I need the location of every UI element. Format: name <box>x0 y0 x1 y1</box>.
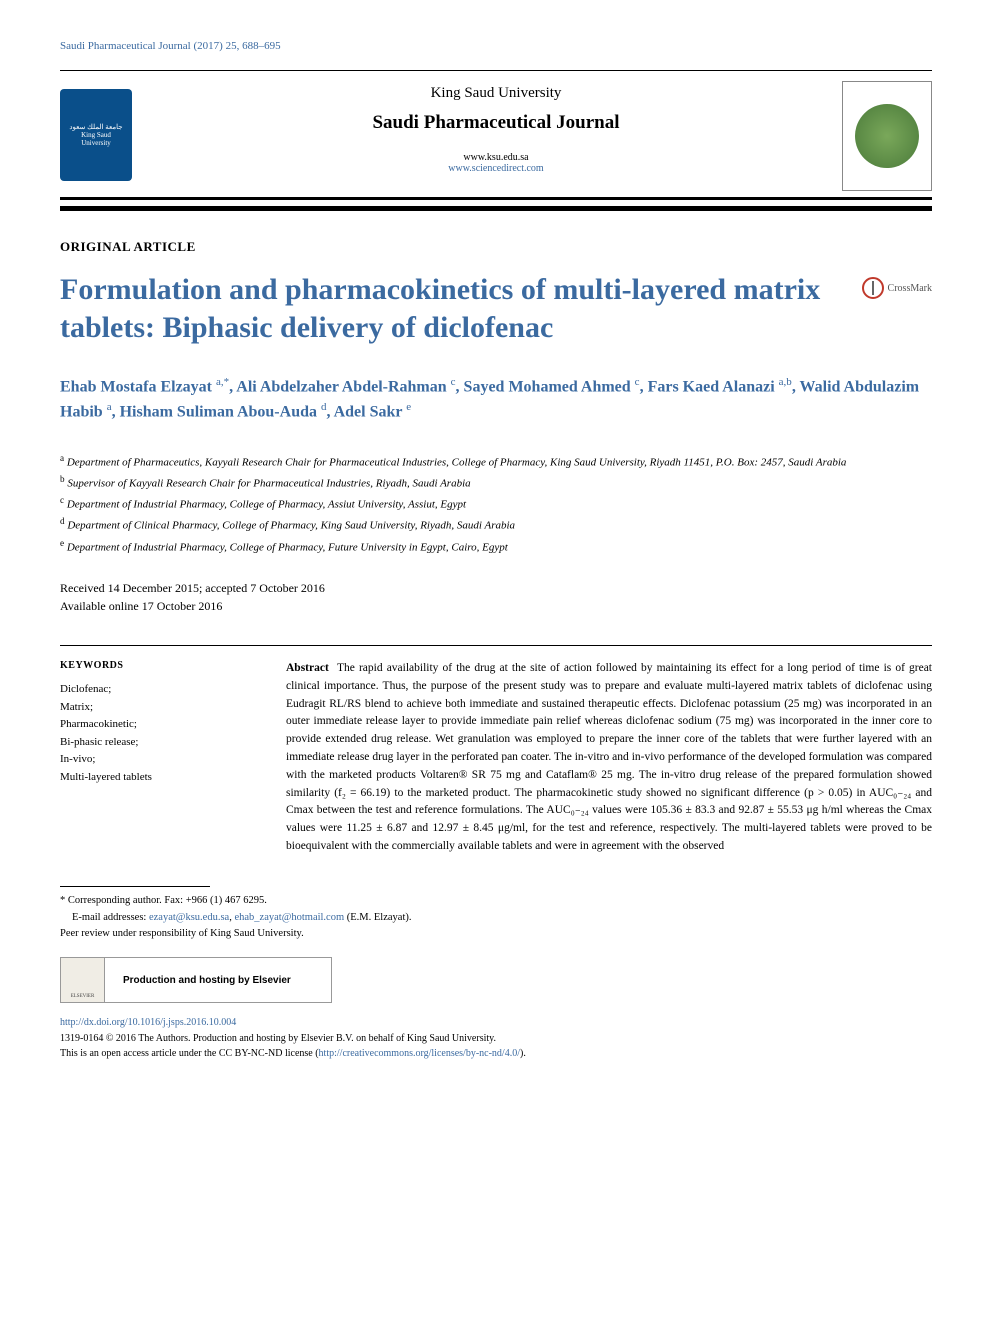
elsevier-box: ELSEVIER Production and hosting by Elsev… <box>60 957 332 1003</box>
journal-header: جامعة الملك سعود King Saud University Ki… <box>60 70 932 200</box>
peer-review-note: Peer review under responsibility of King… <box>60 926 932 943</box>
keyword-item: Bi-phasic release; <box>60 734 260 752</box>
received-date: Received 14 December 2015; accepted 7 Oc… <box>60 579 932 597</box>
elsevier-logo-icon: ELSEVIER <box>61 958 105 1002</box>
keyword-item: Pharmacokinetic; <box>60 716 260 734</box>
keywords-column: KEYWORDS Diclofenac;Matrix;Pharmacokinet… <box>60 660 260 856</box>
copyright-line-2: This is an open access article under the… <box>60 1046 932 1061</box>
license-suffix: ). <box>520 1048 526 1059</box>
affiliation-item: c Department of Industrial Pharmacy, Col… <box>60 493 932 514</box>
keyword-item: In-vivo; <box>60 751 260 769</box>
authors: Ehab Mostafa Elzayat a,*, Ali Abdelzaher… <box>60 374 932 425</box>
affiliation-item: b Supervisor of Kayyali Research Chair f… <box>60 472 932 493</box>
corresponding-author: * Corresponding author. Fax: +966 (1) 46… <box>60 893 932 910</box>
article-title: Formulation and pharmacokinetics of mult… <box>60 271 846 346</box>
keyword-item: Matrix; <box>60 699 260 717</box>
journal-name: Saudi Pharmaceutical Journal <box>170 112 822 134</box>
journal-cover-logo <box>842 81 932 191</box>
header-rule <box>60 206 932 211</box>
university-name: King Saud University <box>170 85 822 102</box>
footnote-rule <box>60 886 210 887</box>
crossmark-badge[interactable]: CrossMark <box>862 277 932 299</box>
abstract-row: KEYWORDS Diclofenac;Matrix;Pharmacokinet… <box>60 645 932 856</box>
license-link[interactable]: http://creativecommons.org/licenses/by-n… <box>319 1048 520 1059</box>
online-date: Available online 17 October 2016 <box>60 597 932 615</box>
article-type: ORIGINAL ARTICLE <box>60 239 932 255</box>
affiliations: a Department of Pharmaceutics, Kayyali R… <box>60 451 932 557</box>
email-link-1[interactable]: ezayat@ksu.edu.sa <box>149 912 229 923</box>
header-center: King Saud University Saudi Pharmaceutica… <box>60 85 932 174</box>
footnotes: * Corresponding author. Fax: +966 (1) 46… <box>60 893 932 943</box>
journal-url-1: www.ksu.edu.sa <box>170 152 822 163</box>
ksu-logo: جامعة الملك سعود King Saud University <box>60 89 132 181</box>
keywords-list: Diclofenac;Matrix;Pharmacokinetic;Bi-pha… <box>60 681 260 787</box>
abstract-label: Abstract <box>286 662 329 674</box>
email-label: E-mail addresses: <box>72 912 149 923</box>
affiliation-item: d Department of Clinical Pharmacy, Colle… <box>60 514 932 535</box>
keyword-item: Diclofenac; <box>60 681 260 699</box>
elsevier-text: Production and hosting by Elsevier <box>105 975 331 986</box>
crossmark-label: CrossMark <box>888 283 932 294</box>
affiliation-item: a Department of Pharmaceutics, Kayyali R… <box>60 451 932 472</box>
journal-emblem-icon <box>855 104 919 168</box>
article-dates: Received 14 December 2015; accepted 7 Oc… <box>60 579 932 615</box>
crossmark-icon <box>862 277 884 299</box>
keywords-heading: KEYWORDS <box>60 660 260 671</box>
copyright-line-1: 1319-0164 © 2016 The Authors. Production… <box>60 1031 932 1046</box>
email-line: E-mail addresses: ezayat@ksu.edu.sa, eha… <box>60 910 932 927</box>
email-link-2[interactable]: ehab_zayat@hotmail.com <box>234 912 344 923</box>
keyword-item: Multi-layered tablets <box>60 769 260 787</box>
abstract-text: The rapid availability of the drug at th… <box>286 662 932 852</box>
running-head: Saudi Pharmaceutical Journal (2017) 25, … <box>60 40 932 52</box>
email-tail: (E.M. Elzayat). <box>344 912 411 923</box>
journal-url-2[interactable]: www.sciencedirect.com <box>170 163 822 174</box>
affiliation-item: e Department of Industrial Pharmacy, Col… <box>60 536 932 557</box>
doi-link[interactable]: http://dx.doi.org/10.1016/j.jsps.2016.10… <box>60 1017 932 1028</box>
license-prefix: This is an open access article under the… <box>60 1048 319 1059</box>
abstract-column: Abstract The rapid availability of the d… <box>286 660 932 856</box>
title-row: Formulation and pharmacokinetics of mult… <box>60 271 932 346</box>
copyright-block: 1319-0164 © 2016 The Authors. Production… <box>60 1031 932 1061</box>
